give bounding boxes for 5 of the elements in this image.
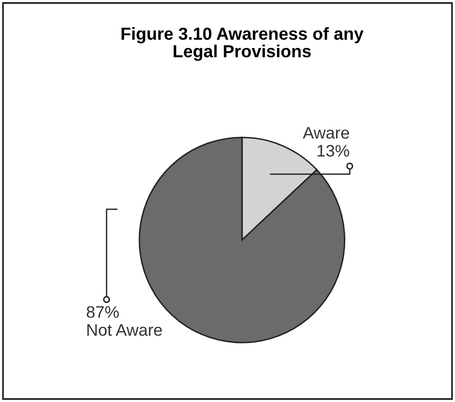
data-label: 13% — [318, 144, 350, 157]
slice-label: Not Aware — [87, 324, 162, 336]
slice-label: Aware — [302, 127, 349, 139]
chart-title: Figure 3.10 Awareness of any Legal Provisions — [122, 27, 364, 61]
data-label: 87% — [86, 306, 119, 318]
